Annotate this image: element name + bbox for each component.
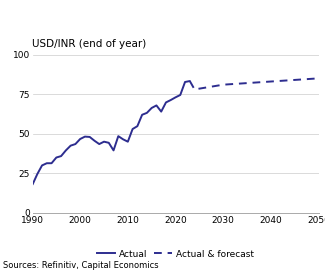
- Text: Sources: Refinitiv, Capital Economics: Sources: Refinitiv, Capital Economics: [3, 261, 159, 270]
- Legend: Actual, Actual & forecast: Actual, Actual & forecast: [93, 246, 258, 262]
- Text: USD/INR (end of year): USD/INR (end of year): [32, 39, 147, 49]
